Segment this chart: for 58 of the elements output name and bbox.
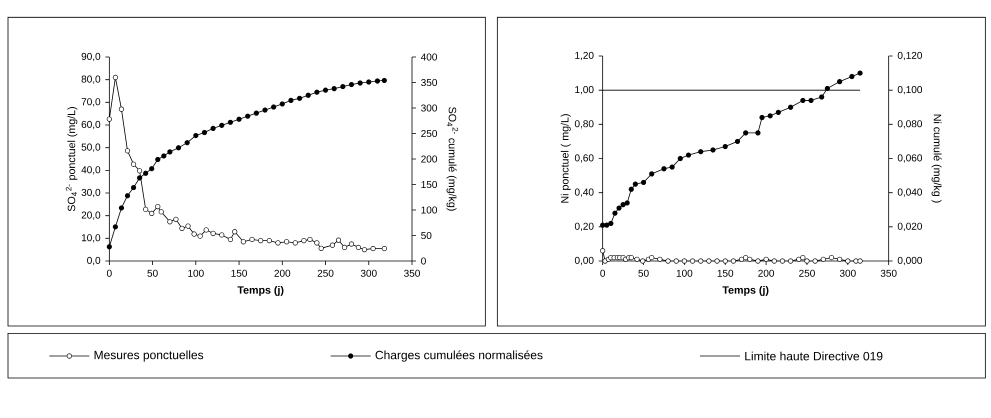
x-axis-title: Temps (j) — [237, 286, 284, 296]
y2-tick-label: 0 — [421, 257, 426, 265]
x-tick-label: 100 — [676, 270, 692, 277]
x-tick-label: 150 — [718, 270, 734, 277]
legend-label: Limite haute Directive 019 — [745, 352, 882, 360]
x-tick-label: 0 — [600, 270, 606, 277]
x-tick-label: 50 — [638, 270, 649, 277]
x-tick-label: 200 — [758, 270, 774, 277]
y-tick-label: 10,0 — [82, 234, 100, 242]
y-tick-label: 20,0 — [82, 212, 100, 220]
y2-axis-title: SO$_{4}$$^{2-}$ cumulé (mg/kg) — [446, 107, 458, 211]
y2-tick-label: 250 — [421, 130, 437, 138]
y-tick-label: 1,20 — [575, 52, 594, 60]
y2-tick-label: 400 — [420, 53, 437, 61]
x-tick-label: 250 — [318, 270, 334, 277]
y2-tick-label: 0,060 — [898, 154, 922, 163]
y-tick-label: 50,0 — [82, 144, 100, 152]
x-tick-label: 0 — [106, 270, 112, 277]
y2-tick-label: 350 — [421, 78, 437, 86]
y2-tick-label: 0,000 — [898, 256, 922, 266]
y-tick-label: 40,0 — [81, 166, 100, 174]
legend-label: Charges cumulées normalisées — [376, 350, 543, 362]
y-tick-label: 0,60 — [574, 154, 594, 163]
x-tick-label: 200 — [274, 270, 290, 277]
y-tick-label: 30,0 — [82, 188, 100, 198]
x-tick-label: 100 — [188, 270, 204, 277]
x-tick-label: 250 — [799, 270, 815, 277]
x-tick-label: 300 — [840, 270, 856, 277]
x-tick-label: 300 — [360, 270, 377, 277]
y-tick-label: 0,20 — [574, 222, 594, 231]
y-tick-label: 60,0 — [82, 120, 100, 130]
y2-tick-label: 0,120 — [898, 52, 922, 60]
y-axis-title: SO$_{4}$$^{2-}$ ponctuel (mg/L) — [66, 107, 78, 212]
y2-tick-label: 100 — [421, 206, 437, 214]
y2-tick-label: 0,020 — [898, 222, 922, 231]
x-tick-label: 350 — [880, 270, 897, 277]
y2-tick-label: 200 — [421, 155, 437, 163]
y2-tick-label: 50 — [421, 232, 432, 240]
x-axis-title: Temps (j) — [722, 286, 768, 296]
y-tick-label: 0,00 — [574, 256, 594, 266]
y-tick-label: 0,40 — [574, 188, 594, 197]
legend-label: Mesures ponctuelles — [94, 350, 204, 362]
y-axis-title: Ni ponctuel ( mg/L) — [560, 114, 571, 203]
y-tick-label: 0,80 — [574, 120, 594, 128]
y-tick-label: 1,00 — [575, 86, 594, 94]
y-tick-label: 70,0 — [82, 98, 100, 106]
y-tick-label: 80,0 — [82, 76, 100, 84]
y2-axis-title: Ni cumulé (mg/kg ) — [932, 114, 942, 203]
x-tick-label: 150 — [231, 270, 247, 277]
y2-tick-label: 0,100 — [898, 86, 922, 94]
y2-tick-label: 150 — [421, 180, 437, 188]
x-tick-label: 350 — [404, 270, 420, 277]
y2-tick-label: 0,040 — [898, 188, 922, 197]
y2-tick-label: 0,080 — [898, 120, 922, 128]
x-tick-label: 50 — [147, 270, 158, 277]
y2-tick-label: 300 — [421, 104, 437, 112]
y-tick-label: 0,0 — [87, 256, 100, 266]
y-tick-label: 90,0 — [82, 52, 100, 62]
